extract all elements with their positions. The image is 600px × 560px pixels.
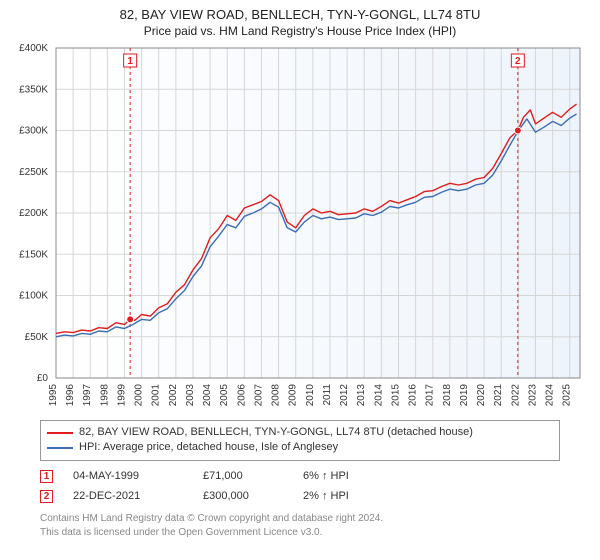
svg-text:2014: 2014 <box>373 384 384 407</box>
svg-text:£0: £0 <box>37 373 49 384</box>
svg-text:2018: 2018 <box>442 384 453 407</box>
event-row: 1 04-MAY-1999 £71,000 6% ↑ HPI <box>40 466 560 486</box>
event-change: 2% ↑ HPI <box>303 490 383 502</box>
svg-text:2004: 2004 <box>202 384 213 407</box>
chart-title: 82, BAY VIEW ROAD, BENLLECH, TYN-Y-GONGL… <box>0 0 600 24</box>
svg-text:2000: 2000 <box>134 384 145 407</box>
legend-item: 82, BAY VIEW ROAD, BENLLECH, TYN-Y-GONGL… <box>47 425 553 440</box>
svg-text:2001: 2001 <box>151 384 162 407</box>
svg-text:2015: 2015 <box>390 384 401 407</box>
svg-text:1995: 1995 <box>48 384 59 407</box>
event-price: £71,000 <box>203 470 283 482</box>
event-marker-n: 2 <box>44 491 50 502</box>
svg-text:£50K: £50K <box>25 332 49 343</box>
svg-text:2006: 2006 <box>236 384 247 407</box>
svg-text:2016: 2016 <box>408 384 419 407</box>
svg-text:2022: 2022 <box>510 384 521 407</box>
svg-text:2010: 2010 <box>305 384 316 407</box>
svg-text:1: 1 <box>127 56 133 67</box>
page-root: 82, BAY VIEW ROAD, BENLLECH, TYN-Y-GONGL… <box>0 0 600 560</box>
svg-text:1996: 1996 <box>65 384 76 407</box>
footnote-line: This data is licensed under the Open Gov… <box>40 526 560 540</box>
event-change: 6% ↑ HPI <box>303 470 383 482</box>
svg-text:£100K: £100K <box>19 291 48 302</box>
svg-text:2023: 2023 <box>527 384 538 407</box>
svg-text:2005: 2005 <box>219 384 230 407</box>
chart-svg: £0 £50K £100K £150K £200K £250K £300K £350K £400… <box>0 44 600 414</box>
event-marker: 2 <box>40 490 53 503</box>
footnote: Contains HM Land Registry data © Crown c… <box>40 512 560 539</box>
footnote-line: Contains HM Land Registry data © Crown c… <box>40 512 560 526</box>
svg-text:2007: 2007 <box>253 384 264 407</box>
svg-text:1998: 1998 <box>99 384 110 407</box>
svg-text:2017: 2017 <box>425 384 436 407</box>
event-row: 2 22-DEC-2021 £300,000 2% ↑ HPI <box>40 486 560 506</box>
svg-text:£400K: £400K <box>19 44 48 54</box>
legend-swatch <box>47 447 73 449</box>
svg-text:2025: 2025 <box>562 384 573 407</box>
svg-text:2011: 2011 <box>322 384 333 406</box>
event-date: 22-DEC-2021 <box>73 490 183 502</box>
svg-text:2: 2 <box>515 56 521 67</box>
svg-text:2009: 2009 <box>288 384 299 407</box>
event-price: £300,000 <box>203 490 283 502</box>
chart-subtitle: Price paid vs. HM Land Registry's House … <box>0 24 600 42</box>
svg-text:1999: 1999 <box>116 384 127 407</box>
svg-text:2002: 2002 <box>168 384 179 407</box>
svg-text:2013: 2013 <box>356 384 367 407</box>
svg-text:£200K: £200K <box>19 208 48 219</box>
svg-text:£300K: £300K <box>19 126 48 137</box>
chart-area: £0 £50K £100K £150K £200K £250K £300K £350K £400… <box>0 44 600 414</box>
event-date: 04-MAY-1999 <box>73 470 183 482</box>
legend-label: 82, BAY VIEW ROAD, BENLLECH, TYN-Y-GONGL… <box>79 425 473 440</box>
event-table: 1 04-MAY-1999 £71,000 6% ↑ HPI 2 22-DEC-… <box>40 466 560 506</box>
svg-text:1997: 1997 <box>82 384 93 407</box>
svg-text:£350K: £350K <box>19 84 48 95</box>
legend-label: HPI: Average price, detached house, Isle… <box>79 440 338 455</box>
svg-text:£150K: £150K <box>19 249 48 260</box>
event-marker-n: 1 <box>44 471 50 482</box>
event-marker: 1 <box>40 470 53 483</box>
svg-text:2020: 2020 <box>476 384 487 407</box>
svg-text:2012: 2012 <box>339 384 350 407</box>
legend-item: HPI: Average price, detached house, Isle… <box>47 440 553 455</box>
svg-text:2021: 2021 <box>493 384 504 407</box>
svg-text:2008: 2008 <box>271 384 282 407</box>
svg-text:£250K: £250K <box>19 167 48 178</box>
svg-text:2003: 2003 <box>185 384 196 407</box>
svg-text:2024: 2024 <box>545 384 556 407</box>
legend-swatch <box>47 432 73 434</box>
legend: 82, BAY VIEW ROAD, BENLLECH, TYN-Y-GONGL… <box>40 420 560 461</box>
svg-text:2019: 2019 <box>459 384 470 407</box>
